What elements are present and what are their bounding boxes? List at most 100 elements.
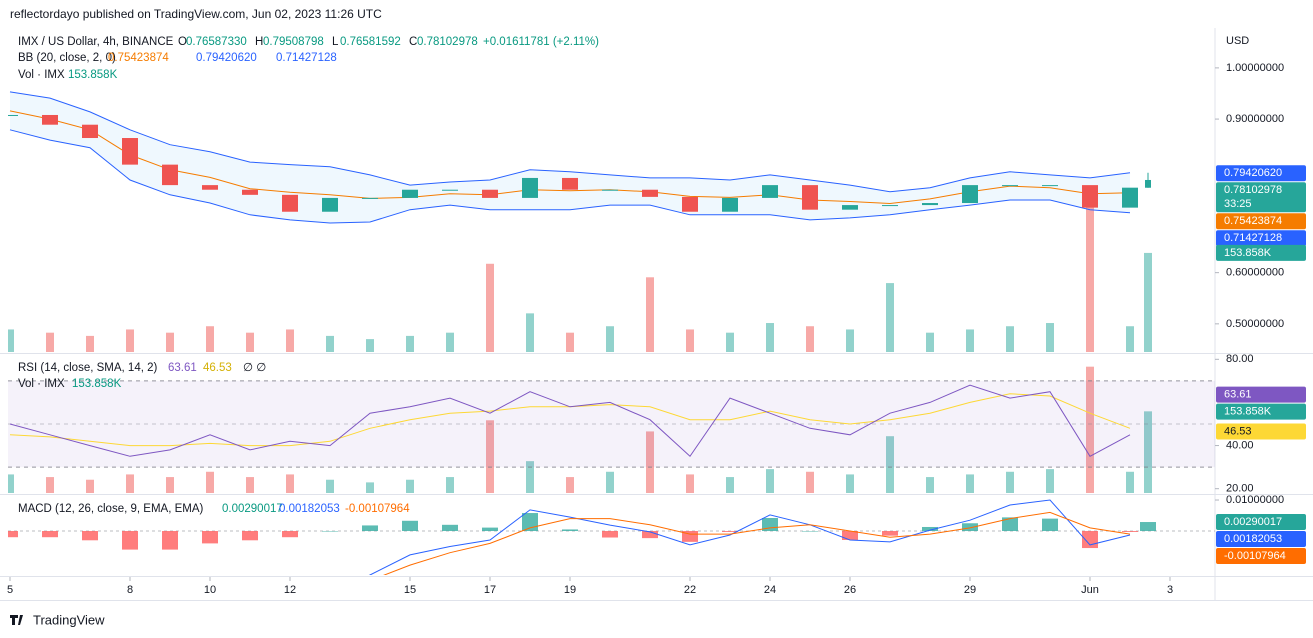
bb-fill: [10, 91, 1130, 224]
volume-bar: [326, 479, 334, 493]
macd-histogram-bar: [242, 531, 258, 541]
candle: [242, 189, 258, 195]
x-tick-label: 26: [844, 584, 856, 596]
price-badge-label: 0.00182053: [1224, 533, 1282, 545]
candle: [362, 197, 378, 199]
na-marks: ∅ ∅: [243, 362, 266, 374]
vol-value: 153.858K: [68, 69, 118, 81]
volume-bar: [806, 471, 814, 493]
x-tick-label: 17: [484, 584, 496, 596]
volume-bar: [966, 329, 974, 352]
volume-bar: [486, 263, 494, 352]
price-badge: [1216, 182, 1306, 213]
x-tick-label: 8: [127, 584, 133, 596]
ohlc-value: 0.79508798: [263, 36, 324, 48]
macd-histogram-bar: [122, 531, 138, 550]
y-tick-label: 20.00: [1226, 483, 1254, 495]
macd-histogram-bar: [322, 531, 338, 532]
price-badge: [1216, 213, 1306, 230]
volume-bar: [646, 431, 654, 493]
volume-bar: [526, 461, 534, 493]
candle: [282, 194, 298, 212]
vol-value: 153.858K: [72, 378, 122, 390]
x-tick-label: 3: [1167, 584, 1173, 596]
publisher: reflectordayo published on TradingView.c…: [10, 7, 382, 21]
macd-histogram-bar: [602, 531, 618, 538]
y-tick-label: 40.00: [1226, 439, 1254, 451]
volume-bar: [766, 469, 774, 493]
x-tick-label: 5: [7, 584, 13, 596]
bb-basis: [9, 110, 1131, 205]
price-badge-label: 46.53: [1224, 425, 1252, 437]
volume-bar: [766, 323, 774, 352]
volume-bar: [86, 335, 94, 352]
macd-histogram-bar: [882, 531, 898, 536]
volume-bar: [806, 326, 814, 352]
volume-bar: [446, 332, 454, 352]
volume-bar: [686, 329, 694, 352]
macd-histogram-bar: [482, 527, 498, 532]
candle: [562, 177, 578, 190]
plot-layer: 1.00000000 0.90000000 0.60000000 0.50000000…: [7, 62, 1306, 596]
volume-bar: [966, 474, 974, 493]
volume-bar: [126, 329, 134, 352]
volume-bar: [166, 477, 174, 493]
volume-bar: [886, 283, 894, 352]
macd-histogram-bar: [362, 525, 378, 532]
candle: [8, 114, 18, 116]
ohlc-value: 0.78102978: [417, 36, 478, 48]
price-badge: [1216, 230, 1306, 247]
macd-histogram-bar: [682, 531, 698, 542]
rsi-value: 63.61: [168, 362, 197, 374]
price-badge-label: 0.00290017: [1224, 516, 1282, 528]
y-tick-label: 80.00: [1226, 353, 1254, 365]
macd-histogram-bar: [162, 531, 178, 550]
macd-histogram-bar: [402, 520, 418, 532]
macd-histogram-bar: [722, 531, 738, 532]
candle: [1122, 187, 1138, 208]
price-badge: [1216, 514, 1306, 531]
macd-histogram-bar: [962, 523, 978, 532]
macd-histogram-bar: [82, 531, 98, 541]
candle: [482, 189, 498, 198]
volume-bar: [46, 332, 54, 352]
x-tick-label: 22: [684, 584, 696, 596]
x-tick-label: 24: [764, 584, 776, 596]
candle: [82, 124, 98, 139]
candle: [1145, 179, 1151, 188]
x-tick-label: 15: [404, 584, 416, 596]
ohlc-value: 0.76587330: [186, 36, 247, 48]
candle: [522, 177, 538, 198]
macd-histogram-bar: [922, 526, 938, 532]
volume-bar: [8, 329, 14, 352]
price-badge: [1216, 386, 1306, 403]
ohlc-value: 0.76581592: [340, 36, 401, 48]
macd-line: [368, 499, 1131, 575]
volume-bar: [606, 471, 614, 493]
macd-histogram-bar: [1140, 522, 1156, 532]
volume-bar: [86, 479, 94, 493]
ohlc-key: H: [255, 36, 263, 48]
volume-bar: [366, 482, 374, 493]
y-tick-label: 1.00000000: [1226, 62, 1284, 74]
volume-bar: [286, 474, 294, 493]
bb-name: BB (20, close, 2, 0): [18, 52, 116, 64]
price-badge-label: 63.61: [1224, 389, 1252, 401]
volume-bar: [926, 332, 934, 352]
macd-histogram-bar: [8, 531, 18, 538]
macd-histogram-bar: [562, 529, 578, 532]
ohlc-key: C: [409, 36, 417, 48]
price-badge: [1216, 403, 1306, 420]
currency: USD: [1226, 35, 1249, 47]
volume-bar: [1126, 326, 1134, 352]
volume-bar: [1144, 411, 1152, 493]
brand-logo: [10, 615, 23, 625]
candle: [762, 185, 778, 198]
vol-name: Vol · IMX: [18, 69, 65, 81]
volume-bar: [1046, 469, 1054, 493]
macd-histogram-bar: [1122, 531, 1138, 532]
macd-histogram-bar: [42, 531, 58, 538]
volume-bar: [846, 474, 854, 493]
brand: TradingView: [33, 612, 105, 627]
candle: [642, 189, 658, 197]
